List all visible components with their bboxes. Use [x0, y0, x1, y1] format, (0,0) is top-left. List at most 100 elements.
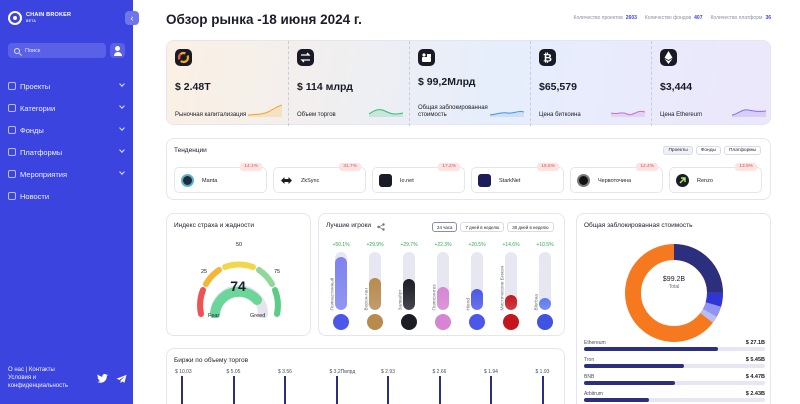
- gauge-tick-25: 25: [201, 269, 208, 275]
- player-column[interactable]: +29.9% Ворон-ган: [361, 242, 389, 332]
- exchange-volume[interactable]: $ 1.93: [536, 369, 549, 404]
- exchange-volume[interactable]: $ 2.66: [432, 369, 447, 404]
- sidebar-item-categories[interactable]: Категории: [0, 97, 133, 119]
- logo[interactable]: CHAIN BROKER BETA: [8, 11, 71, 25]
- about-contacts-link[interactable]: О нас | Контакты: [8, 367, 55, 373]
- chain-row[interactable]: Tron $ 5.45B: [584, 357, 765, 371]
- sidebar-item-news[interactable]: Новости: [0, 185, 133, 207]
- player-column[interactable]: +14.6% Мистические Бижон: [497, 242, 525, 332]
- metric-value: $ 114 млрд: [297, 81, 353, 93]
- player-column[interactable]: +22.3% Полисинтез: [429, 242, 457, 332]
- trend-item-zksync[interactable]: ZkSync 31.7%: [273, 163, 366, 193]
- trend-item-manta[interactable]: Manta 14.1%: [174, 163, 267, 193]
- sidebar-item-platforms[interactable]: Платформы: [0, 141, 133, 163]
- donut-total-label: Total: [668, 284, 680, 290]
- exchange-bar: [181, 376, 183, 404]
- metric-trading-volume[interactable]: $ 114 млрд Объем торгов: [288, 41, 409, 126]
- trend-item-ionet[interactable]: Io.net 17.2%: [372, 163, 465, 193]
- chain-row[interactable]: BNB $ 4.47B: [584, 374, 765, 388]
- exchange-bar: [335, 376, 338, 404]
- metric-label: Цена Ethereum: [660, 112, 703, 118]
- search-input[interactable]: [25, 47, 95, 54]
- exchange-bar: [490, 376, 492, 404]
- sidebar-item-funds[interactable]: Фонды: [0, 119, 133, 141]
- chain-row[interactable]: Arbitrum $ 2.43B: [584, 391, 765, 404]
- metric-locked-value[interactable]: $ 99,2Млрд Общая заблокированная стоимос…: [409, 41, 530, 126]
- exchange-volume-value: $ 1.94: [484, 369, 498, 375]
- share-icon[interactable]: [377, 223, 385, 231]
- player-column[interactable]: +29.7% Залвайрт: [395, 242, 423, 332]
- chain-row[interactable]: Ethereum $ 27.1B: [584, 340, 765, 354]
- tab-24h[interactable]: 24 часа: [432, 222, 458, 232]
- trend-item-renzo[interactable]: Renzo 13.9%: [669, 163, 762, 193]
- player-bar-track: [505, 252, 517, 310]
- player-bar-track: [403, 252, 415, 310]
- locked-value-card: Общая заблокированная стоимость $99.2B T…: [576, 213, 771, 404]
- tab-platforms[interactable]: Платформы: [723, 146, 761, 155]
- metric-ethereum-price[interactable]: $3,444 Цена Ethereum: [651, 41, 772, 126]
- chain-name: Arbitrum: [584, 391, 603, 397]
- metric-bitcoin-price[interactable]: ₿ $65,579 Цена биткоина: [530, 41, 651, 126]
- chain-value: $ 27.1B: [745, 340, 765, 346]
- stat-value: 2603: [625, 15, 637, 21]
- stat-projects: Количество проектов 2603: [574, 15, 637, 21]
- stat-label: Количество проектов: [573, 15, 623, 21]
- exchange-volume[interactable]: $ 3.56: [278, 369, 292, 404]
- chain-bar-fill: [584, 381, 675, 385]
- player-column[interactable]: +50.1% Полиастинный: [327, 242, 355, 332]
- sidebar-item-events[interactable]: Мероприятия: [0, 163, 133, 185]
- exchange-volume[interactable]: $ 5.05: [227, 369, 240, 404]
- trend-name: StarkNet: [499, 178, 521, 184]
- metric-market-cap[interactable]: $ 2.48T Рыночная капитализация: [167, 41, 288, 126]
- exchange-volume[interactable]: $ 3,2Пвлрд: [330, 369, 355, 404]
- tab-projects[interactable]: Проекты: [663, 146, 693, 155]
- svg-text:₿: ₿: [543, 53, 552, 65]
- player-bar-fill: [403, 279, 415, 310]
- tab-7d[interactable]: 7 дней в неделю: [460, 222, 505, 232]
- stat-value: 36: [765, 15, 771, 21]
- exchange-volume[interactable]: $ 2.93: [381, 369, 395, 404]
- stat-label: Количество платформ: [710, 15, 763, 21]
- tab-30d[interactable]: 30 дней в неделю: [507, 222, 554, 232]
- funds-icon: [8, 126, 16, 134]
- chevron-down-icon: [119, 125, 125, 131]
- chain-bar-track: [584, 381, 765, 385]
- player-name: Залвайрт: [398, 289, 404, 311]
- projects-icon: [8, 82, 16, 90]
- exchange-volume-value: $ 3.56: [278, 369, 292, 375]
- donut-total-value: $99.2B: [662, 276, 686, 283]
- exchange-volume-value: $ 10.03: [175, 369, 192, 375]
- chain-name: Tron: [584, 357, 595, 363]
- exchange-volume-value: $ 2.66: [432, 369, 447, 375]
- chain-bar-fill: [584, 364, 684, 368]
- fear-greed-gauge: [197, 261, 281, 318]
- news-icon: [8, 192, 16, 200]
- player-name: Полиастинный: [330, 277, 336, 311]
- logo-main: CHAIN BROKER: [26, 12, 72, 18]
- telegram-icon[interactable]: [116, 374, 127, 384]
- exchange-bar: [438, 376, 441, 404]
- player-column[interactable]: +20.5% Hiend: [463, 242, 491, 332]
- sidebar-item-projects[interactable]: Проекты: [0, 75, 133, 97]
- tab-funds[interactable]: Фонды: [695, 146, 721, 155]
- player-change: +50.1%: [332, 242, 350, 248]
- stat-label: Количество фондов: [644, 15, 692, 21]
- exchange-volume[interactable]: $ 1.94: [484, 369, 498, 404]
- player-column[interactable]: +10.5% Blurbaa: [531, 242, 559, 332]
- sidebar-item-label: Проекты: [20, 81, 51, 91]
- terms-privacy-link[interactable]: Условия и конфиденциальность: [8, 375, 69, 389]
- player-name: Hiend: [466, 297, 472, 311]
- trend-change-badge: 12.4%: [636, 163, 658, 171]
- zeta-logo-icon: [401, 314, 417, 330]
- twitter-icon[interactable]: [97, 374, 108, 383]
- user-button[interactable]: [110, 43, 125, 58]
- player-bar-fill: [437, 286, 449, 310]
- ionet-logo-icon: [379, 174, 392, 187]
- collapse-sidebar-button[interactable]: ‹: [125, 11, 139, 25]
- player-name: Мистические Бижон: [500, 265, 506, 311]
- fear-greed-card: Индекс страха и жадности 74 25 50 75 Fea…: [166, 213, 311, 336]
- exchange-volume[interactable]: $ 10.03: [175, 369, 192, 404]
- trend-item-starknet[interactable]: StarkNet 15.5%: [471, 163, 564, 193]
- trend-item-wormhole[interactable]: Червоточина 12.4%: [570, 163, 663, 193]
